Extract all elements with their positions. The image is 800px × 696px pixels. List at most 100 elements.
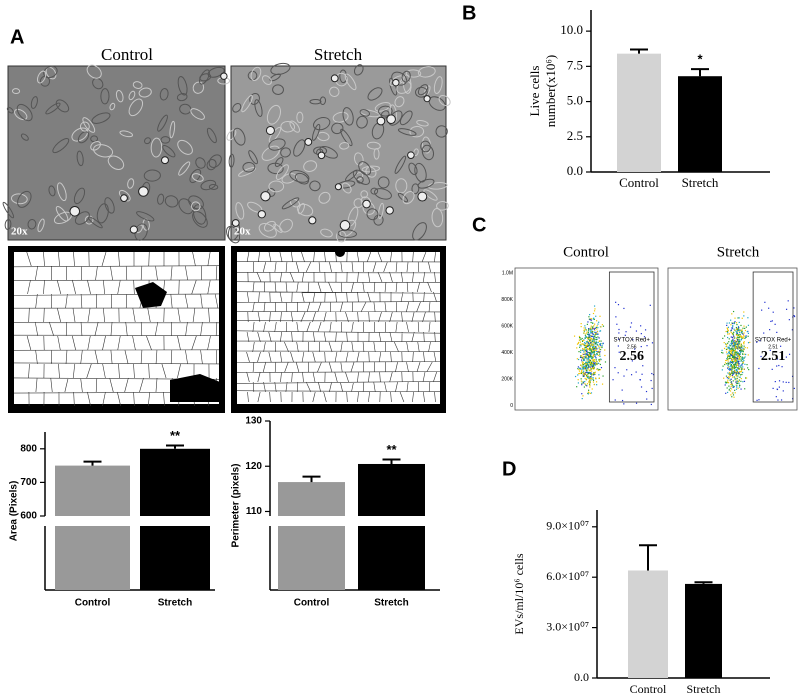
event-dot [590,319,592,321]
event-dot [740,380,742,382]
event-dot [584,377,586,380]
event-dot [728,376,730,378]
event-dot [743,359,745,362]
event-dot [726,328,729,330]
bar [55,465,130,516]
mask [237,252,440,404]
event-dot [736,382,739,385]
cell [76,150,84,167]
flow-y-tick: 800K [501,297,513,303]
cell [378,202,384,219]
event-dot [737,372,740,374]
event-dot [729,369,731,371]
event-dot [738,317,740,319]
event-dot [594,362,597,364]
event-dot [741,336,743,338]
event-dot [725,375,728,377]
event-dot [735,366,737,368]
round-cell [220,72,228,80]
event-dot [728,352,730,355]
event-dot [589,381,591,383]
event-dot [594,327,596,329]
cell [280,147,291,158]
event-dot [585,367,587,370]
event-dot [594,329,596,331]
event-dot [742,351,744,353]
event-dot [732,371,735,373]
cell [353,198,364,208]
event-dot [734,378,736,380]
event-dot [734,371,737,373]
event-dot [729,390,732,392]
cell [199,69,210,85]
mask-hole [135,282,167,308]
event-dot [722,337,724,339]
event-dot [597,351,599,353]
cell [206,159,217,171]
event-dot [735,388,738,390]
event-dot [585,353,587,355]
event-dot [597,351,599,353]
event-dot [742,333,744,335]
event-dot [738,353,740,355]
event-dot [739,329,741,331]
cell [150,137,163,158]
cell [373,148,380,160]
event-dot [586,344,588,346]
cell [189,168,202,184]
event-dot [742,337,744,339]
event-dot [592,362,595,364]
cell [136,211,155,222]
event-dot [577,379,579,381]
event-dot [594,343,597,345]
event-dot [588,352,591,354]
event-dot [758,367,760,370]
event-dot [587,333,589,336]
event-dot [651,387,653,390]
event-dot [588,336,590,338]
event-dot [735,322,738,324]
event-dot [761,309,763,311]
event-dot [735,368,737,371]
event-dot [586,363,588,365]
cell [356,115,368,129]
cell [421,144,435,161]
event-dot [593,342,595,344]
event-dot [584,365,587,367]
event-dot [730,352,732,354]
event-dot [732,361,734,363]
event-dot [737,328,739,330]
event-dot [737,348,739,350]
event-dot [589,383,591,385]
event-dot [739,358,741,360]
event-dot [743,343,745,345]
round-cell [407,151,415,159]
event-dot [588,359,591,361]
event-dot [587,364,589,366]
cell [332,111,349,123]
cell [417,66,436,78]
event-dot [744,336,747,338]
event-dot [586,373,588,376]
cell [281,173,297,184]
event-dot [733,336,735,338]
event-dot [588,334,590,336]
event-dot [582,381,584,383]
event-dot [731,359,734,361]
event-dot [593,349,595,351]
event-dot [599,353,601,355]
event-dot [595,363,597,365]
event-dot [584,372,586,374]
event-dot [584,373,587,375]
cell [377,176,390,189]
event-dot [646,345,648,347]
event-dot [591,362,594,365]
event-dot [589,349,591,351]
event-dot [733,372,735,374]
event-dot [740,349,742,352]
event-dot [735,360,737,363]
event-dot [763,332,765,334]
event-dot [598,359,600,361]
event-dot [589,338,591,340]
event-dot [780,399,783,401]
